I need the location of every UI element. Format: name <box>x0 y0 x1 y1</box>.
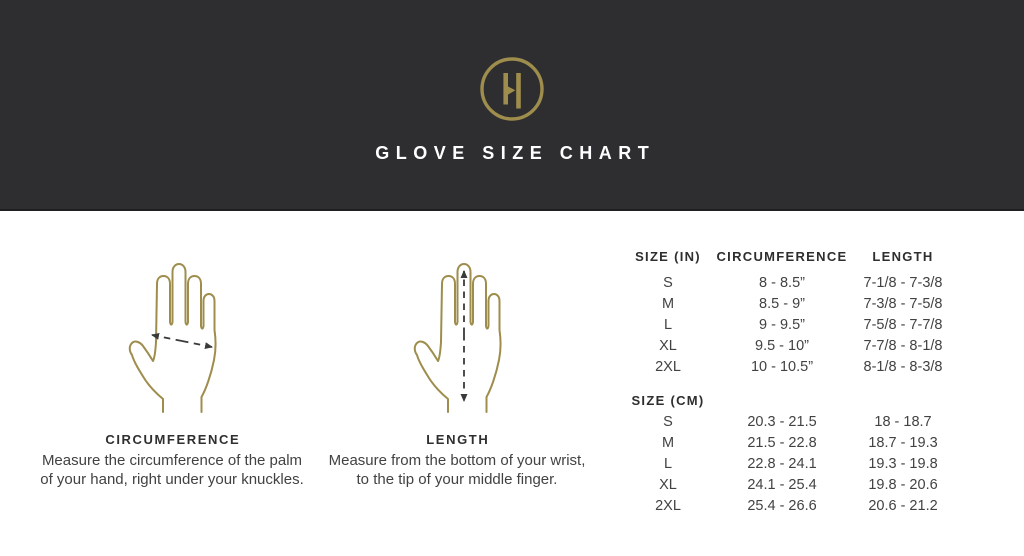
circumference-cell: 20.3 - 21.5 <box>747 413 817 430</box>
hand-length-diagram-icon <box>413 263 502 413</box>
length-cell: 18 - 18.7 <box>874 413 932 430</box>
length-label: LENGTH <box>426 432 490 447</box>
table-row: L 22.8 - 24.1 19.3 - 19.8 <box>620 453 965 474</box>
table-row: L 9 - 9.5” 7-5/8 - 7-7/8 <box>620 314 965 335</box>
table-row: 2XL 10 - 10.5” 8-1/8 - 8-3/8 <box>620 356 965 377</box>
table-row: XL 9.5 - 10” 7-7/8 - 8-1/8 <box>620 335 965 356</box>
table-row: M 8.5 - 9” 7-3/8 - 7-5/8 <box>620 293 965 314</box>
header-banner: GLOVE SIZE CHART <box>0 0 1024 211</box>
circumference-cell: 22.8 - 24.1 <box>747 455 817 472</box>
column-header-circumference: CIRCUMFERENCE <box>716 248 848 264</box>
circumference-label: CIRCUMFERENCE <box>105 432 241 447</box>
length-cell: 19.8 - 20.6 <box>868 476 938 493</box>
length-cell: 19.3 - 19.8 <box>868 455 938 472</box>
horizontal-measure-arrow-icon <box>151 332 213 350</box>
length-cell: 7-3/8 - 7-5/8 <box>863 295 943 312</box>
size-cell: XL <box>659 476 677 493</box>
length-cell: 18.7 - 19.3 <box>868 434 938 451</box>
size-cell: S <box>663 274 673 291</box>
size-cell: XL <box>659 337 677 354</box>
size-cell: L <box>663 455 673 472</box>
size-cell: L <box>663 316 673 333</box>
circumference-cell: 8 - 8.5” <box>759 274 805 291</box>
section-header-size-cm: SIZE (CM) <box>631 393 705 408</box>
length-description-line2: to the tip of your middle finger. <box>356 471 558 488</box>
length-description-line1: Measure from the bottom of your wrist, <box>328 452 586 469</box>
brand-logo-icon <box>480 57 544 121</box>
table-row: XL 24.1 - 25.4 19.8 - 20.6 <box>620 474 965 495</box>
circumference-cell: 21.5 - 22.8 <box>747 434 817 451</box>
circumference-cell: 25.4 - 26.6 <box>747 497 817 514</box>
hand-outline-icon <box>413 263 502 413</box>
size-cell: 2XL <box>655 497 681 514</box>
table-row: 2XL 25.4 - 26.6 20.6 - 21.2 <box>620 495 965 516</box>
cm-section-header-row: SIZE (CM) <box>620 390 965 411</box>
length-cell: 8-1/8 - 8-3/8 <box>863 358 943 375</box>
length-cell: 7-1/8 - 7-3/8 <box>863 274 943 291</box>
circumference-cell: 9 - 9.5” <box>759 316 805 333</box>
circumference-cell: 10 - 10.5” <box>750 358 814 375</box>
column-header-size-in: SIZE (IN) <box>635 248 701 264</box>
length-description: Measure from the bottom of your wrist, to… <box>312 451 602 489</box>
table-row: M 21.5 - 22.8 18.7 - 19.3 <box>620 432 965 453</box>
table-row: S 20.3 - 21.5 18 - 18.7 <box>620 411 965 432</box>
circumference-description-line2: of your hand, right under your knuckles. <box>40 471 304 488</box>
length-cell: 7-5/8 - 7-7/8 <box>863 316 943 333</box>
size-chart-table: SIZE (IN) CIRCUMFERENCE LENGTH S 8 - 8.5… <box>620 246 965 516</box>
size-cell: 2XL <box>655 358 681 375</box>
circumference-cell: 8.5 - 9” <box>759 295 805 312</box>
circumference-description: Measure the circumference of the palm of … <box>22 451 322 489</box>
circumference-description-line1: Measure the circumference of the palm <box>41 452 303 469</box>
length-cell: 20.6 - 21.2 <box>868 497 938 514</box>
page-title: GLOVE SIZE CHART <box>375 143 656 163</box>
circumference-cell: 9.5 - 10” <box>755 337 809 354</box>
size-cell: M <box>661 434 675 451</box>
hand-outline-icon <box>128 263 217 413</box>
size-cell: M <box>661 295 675 312</box>
length-instruction: LENGTH Measure from the bottom of your w… <box>312 254 602 489</box>
circumference-cell: 24.1 - 25.4 <box>747 476 817 493</box>
table-header-row: SIZE (IN) CIRCUMFERENCE LENGTH <box>620 246 965 266</box>
table-row: S 8 - 8.5” 7-1/8 - 7-3/8 <box>620 272 965 293</box>
length-cell: 7-7/8 - 8-1/8 <box>863 337 943 354</box>
column-header-length: LENGTH <box>872 248 934 264</box>
size-cell: S <box>663 413 673 430</box>
circumference-instruction: CIRCUMFERENCE Measure the circumference … <box>22 254 322 489</box>
hand-circumference-diagram-icon <box>128 263 217 413</box>
